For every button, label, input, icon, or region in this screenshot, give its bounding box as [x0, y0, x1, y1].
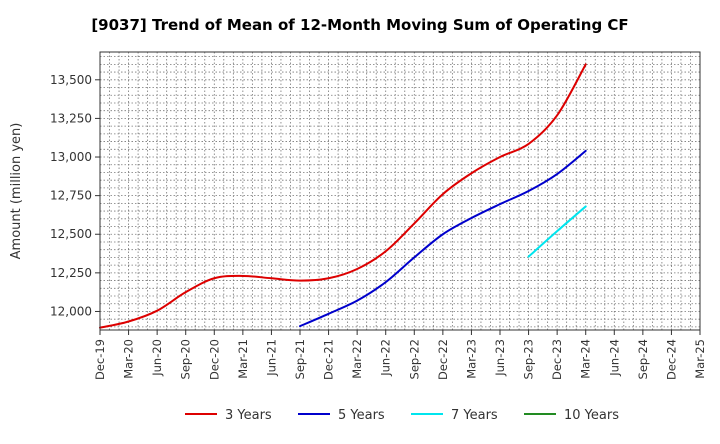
- series-line-5-years: [299, 149, 587, 328]
- y-tick-label: 12,750: [50, 189, 92, 203]
- series-layer: [99, 63, 587, 329]
- series-line-7-years: [527, 205, 587, 258]
- x-tick-label: Dec-24: [664, 339, 678, 380]
- legend-label-5-years: 5 Years: [338, 408, 385, 423]
- chart-title: [9037] Trend of Mean of 12-Month Moving …: [91, 16, 628, 34]
- x-tick-label: Sep-23: [522, 339, 536, 379]
- y-axis-label: Amount (million yen): [9, 123, 24, 260]
- legend-label-10-years: 10 Years: [564, 408, 619, 423]
- grid-layer: [100, 52, 700, 330]
- y-tick-label: 13,250: [50, 111, 92, 125]
- y-tick-label: 13,000: [50, 150, 92, 164]
- y-tick-label: 12,000: [50, 304, 92, 318]
- y-tick-label: 13,500: [50, 73, 92, 87]
- x-tick-label: Mar-22: [350, 339, 364, 379]
- series-line-3-years: [99, 63, 587, 329]
- x-tick-label: Dec-20: [207, 339, 221, 380]
- x-tick-label: Dec-23: [550, 339, 564, 380]
- x-tick-label: Mar-23: [464, 339, 478, 379]
- x-tick-label: Dec-19: [93, 339, 107, 380]
- y-tick-label: 12,500: [50, 227, 92, 241]
- x-tick-label: Dec-22: [436, 339, 450, 380]
- legend-label-3-years: 3 Years: [225, 408, 272, 423]
- x-tick-label: Dec-21: [322, 339, 336, 380]
- x-tick-label: Mar-25: [693, 339, 707, 379]
- x-tick-label: Jun-23: [493, 339, 507, 377]
- x-tick-label: Sep-20: [179, 339, 193, 379]
- x-tick-label: Mar-24: [579, 339, 593, 379]
- x-tick-label: Jun-20: [150, 339, 164, 377]
- plot-frame: [99, 51, 701, 331]
- x-tick-label: Sep-22: [407, 339, 421, 379]
- y-tick-layer: 12,000 12,250 12,500 12,750 13,000 13,250 13,5…: [50, 73, 100, 318]
- y-tick-label: 12,250: [50, 266, 92, 280]
- x-tick-label: Jun-22: [379, 339, 393, 377]
- x-tick-layer: Dec-19 Mar-20 Jun-20 Sep-20 Dec-20 Mar-21 Jun-…: [93, 330, 707, 380]
- legend: 3 Years 5 Years 7 Years 10 Years: [185, 408, 619, 423]
- x-tick-label: Jun-24: [607, 339, 621, 377]
- legend-label-7-years: 7 Years: [451, 408, 498, 423]
- x-tick-label: Mar-21: [236, 339, 250, 379]
- x-tick-label: Sep-21: [293, 339, 307, 379]
- x-tick-label: Jun-21: [264, 339, 278, 377]
- x-tick-label: Sep-24: [636, 339, 650, 379]
- x-tick-label: Mar-20: [122, 339, 136, 379]
